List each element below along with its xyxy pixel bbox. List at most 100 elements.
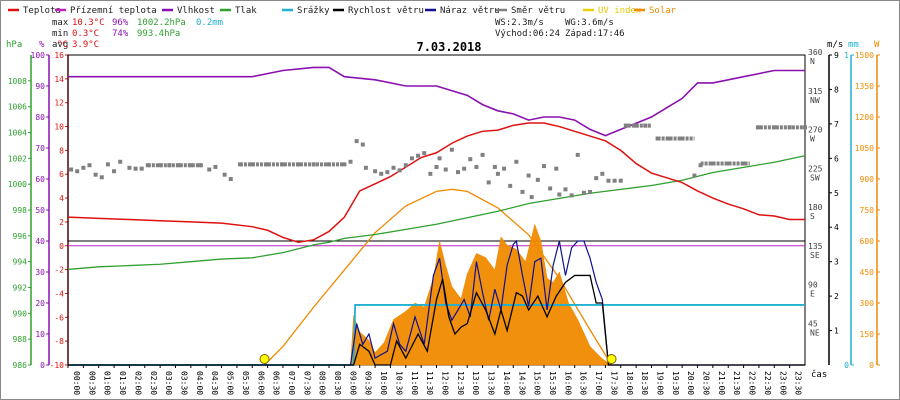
temp-axis-tick-label: 0 bbox=[59, 242, 64, 251]
sun-marker bbox=[606, 354, 617, 364]
gust-line bbox=[68, 239, 805, 366]
wind-direction-point bbox=[69, 167, 74, 172]
x-tick-label: 13:30 bbox=[487, 371, 496, 395]
x-tick-label: 17:00 bbox=[594, 371, 603, 395]
wind-direction-point bbox=[526, 173, 531, 178]
humidity-line bbox=[68, 66, 805, 137]
rain-axis-tick-label: 0 bbox=[844, 361, 849, 370]
wind-direction-point bbox=[492, 164, 497, 169]
temp-axis-tick-label: 14 bbox=[54, 75, 64, 84]
hum-axis-tick-label: 50 bbox=[35, 206, 45, 215]
stats-min-press: 993.4hPa bbox=[137, 29, 180, 39]
dir-tick-deg: 135 bbox=[808, 242, 823, 251]
wind-direction-point bbox=[541, 164, 546, 169]
temp-axis-tick-label: -8 bbox=[54, 337, 64, 346]
x-tick-label: 15:00 bbox=[533, 371, 542, 395]
x-tick-label: 10:30 bbox=[394, 371, 403, 395]
hum-axis-tick-label: 20 bbox=[35, 299, 45, 308]
hum-axis-tick-label: 90 bbox=[35, 82, 45, 91]
press-axis-tick-label: 996 bbox=[13, 232, 28, 241]
x-tick-label: 08:30 bbox=[333, 371, 342, 395]
sun-marker bbox=[259, 354, 270, 364]
press-axis-tick-label: 1004 bbox=[8, 129, 27, 138]
dir-tick-compass: S bbox=[810, 212, 815, 221]
wind-direction-point bbox=[535, 177, 540, 182]
wind-axis-tick-label: 2 bbox=[834, 292, 839, 301]
press-axis-tick-label: 990 bbox=[13, 309, 28, 318]
wind-direction-point bbox=[575, 152, 580, 157]
x-tick-label: 14:30 bbox=[517, 371, 526, 395]
solar-axis-tick-label: 450 bbox=[860, 268, 875, 277]
x-tick-label: 07:30 bbox=[302, 371, 311, 395]
x-tick-label: 02:30 bbox=[149, 371, 158, 395]
wind-direction-point bbox=[428, 171, 433, 176]
wind-direction-point bbox=[468, 157, 473, 162]
press-axis-tick-label: 1002 bbox=[8, 154, 27, 163]
solar-axis-tick-label: 1500 bbox=[855, 51, 874, 60]
legend-label-press: Tlak bbox=[235, 6, 257, 16]
wind-direction-point bbox=[93, 172, 98, 177]
x-tick-label: 21:00 bbox=[717, 371, 726, 395]
sunset-info: Západ:17:46 bbox=[565, 29, 625, 39]
wind-direction-point bbox=[726, 161, 731, 166]
wind-direction-point bbox=[495, 171, 500, 176]
wind-direction-point bbox=[385, 170, 390, 175]
temp-axis-tick-label: 12 bbox=[54, 99, 64, 108]
wind-direction-point bbox=[462, 166, 467, 171]
wind-direction-point bbox=[105, 162, 110, 167]
x-tick-label: 09:00 bbox=[348, 371, 357, 395]
stats-min-label: min bbox=[52, 29, 68, 39]
dir-tick-deg: 45 bbox=[808, 319, 818, 328]
wind-direction-point bbox=[563, 187, 568, 192]
x-tick-label: 14:00 bbox=[502, 371, 511, 395]
dir-tick-compass: N bbox=[810, 57, 815, 66]
solar-axis-tick-label: 750 bbox=[860, 206, 875, 215]
x-tick-label: 16:00 bbox=[563, 371, 572, 395]
wind-direction-point bbox=[588, 189, 593, 194]
stats-max-label: max bbox=[52, 18, 69, 28]
solar-axis-tick-label: 150 bbox=[860, 330, 875, 339]
x-tick-label: 10:00 bbox=[379, 371, 388, 395]
legend-label-temp: Teplota bbox=[23, 6, 61, 16]
wind-direction-point bbox=[692, 173, 697, 178]
x-tick-label: 06:00 bbox=[256, 371, 265, 395]
stats-max-hum: 96% bbox=[112, 18, 129, 28]
wind-direction-point bbox=[600, 171, 605, 176]
x-tick-label: 01:30 bbox=[118, 371, 127, 395]
press-axis-tick-label: 1008 bbox=[8, 77, 27, 86]
temperature-line bbox=[67, 122, 805, 243]
plot-area bbox=[67, 54, 807, 366]
solar-axis-tick-label: 1350 bbox=[855, 82, 874, 91]
press-axis-tick-label: 998 bbox=[13, 206, 28, 215]
stats-avg-label: avg bbox=[52, 40, 68, 50]
x-tick-label: 21:30 bbox=[732, 371, 741, 395]
stats-min-hum: 74% bbox=[112, 29, 129, 39]
x-tick-label: 03:00 bbox=[164, 371, 173, 395]
x-tick-label: 06:30 bbox=[272, 371, 281, 395]
legend-label-feels: Přízemní teplota bbox=[70, 6, 157, 16]
legend-label-solar: Solar bbox=[649, 6, 677, 16]
legend-label-hum: Vlhkost bbox=[177, 6, 215, 16]
rain-axis-tick-label: 1 bbox=[844, 51, 849, 60]
x-tick-label: 23:30 bbox=[794, 371, 803, 395]
dir-tick-compass: E bbox=[810, 290, 815, 299]
solar-axis-tick-label: 300 bbox=[860, 299, 875, 308]
wind-direction-point bbox=[624, 123, 629, 128]
solar-curve bbox=[264, 188, 613, 366]
wind-direction-point bbox=[222, 172, 227, 177]
x-tick-label: 22:00 bbox=[748, 371, 757, 395]
stats-max-press: 1002.2hPa bbox=[137, 18, 186, 28]
solar-measured-area bbox=[350, 223, 613, 366]
wind-axis-tick-label: 3 bbox=[834, 258, 839, 267]
wind-direction-point bbox=[373, 169, 378, 174]
wind-direction-point bbox=[81, 165, 86, 170]
x-tick-label: 18:00 bbox=[625, 371, 634, 395]
wind-axis-tick-label: 5 bbox=[834, 189, 839, 198]
x-tick-label: 04:30 bbox=[210, 371, 219, 395]
x-tick-label: 09:30 bbox=[364, 371, 373, 395]
wind-direction-point bbox=[228, 177, 233, 181]
wind-direction-point bbox=[594, 176, 599, 181]
temp-axis-tick-label: 10 bbox=[54, 123, 64, 132]
wind-direction-point bbox=[397, 168, 402, 173]
wind-direction-point bbox=[434, 164, 439, 169]
